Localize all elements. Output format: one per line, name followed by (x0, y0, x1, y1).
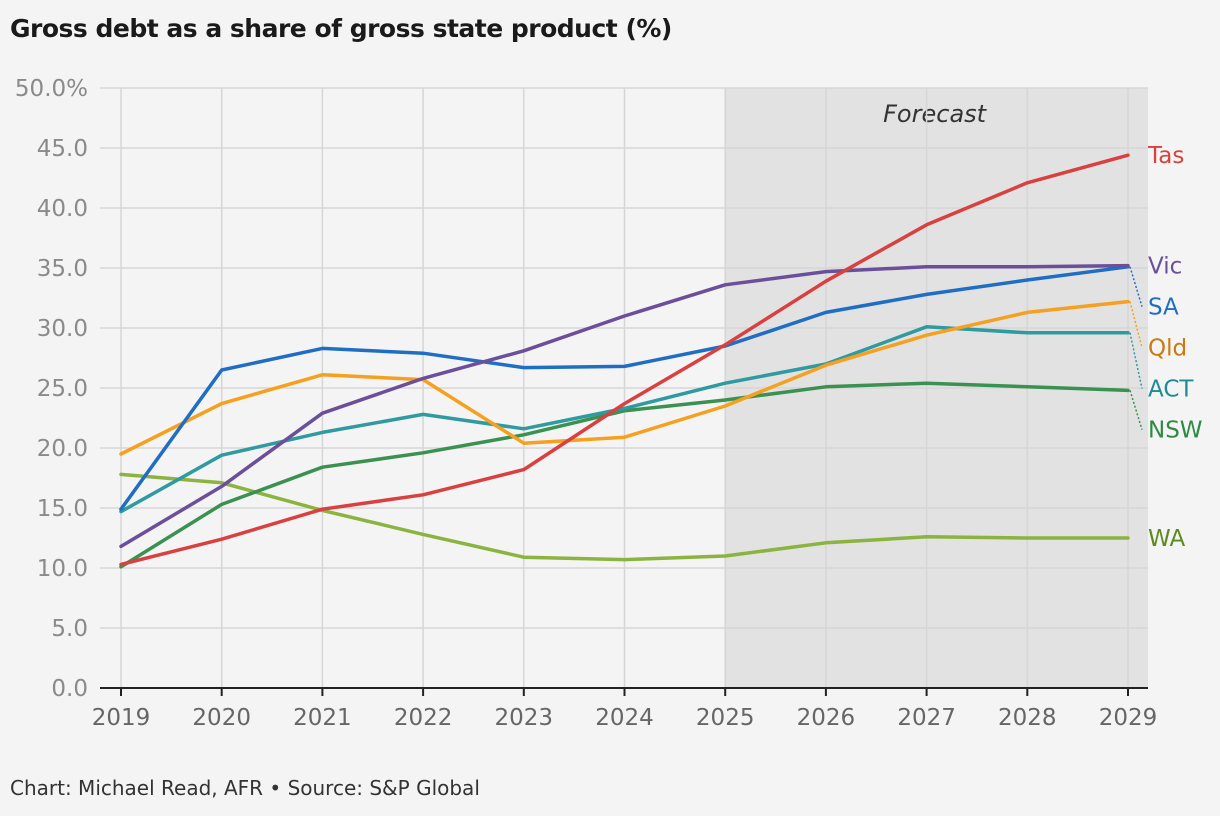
y-tick-label: 30.0 (37, 316, 88, 342)
series-label-nsw: NSW (1148, 418, 1203, 444)
series-line-nsw (119, 381, 1130, 569)
y-tick-label: 25.0 (37, 376, 88, 402)
forecast-label: Forecast (883, 100, 988, 128)
x-tick-label: 2029 (1099, 705, 1158, 731)
series-label-qld: Qld (1148, 336, 1187, 362)
x-tick-label: 2023 (495, 705, 554, 731)
y-tick-label: 5.0 (51, 616, 88, 642)
series-label-sa: SA (1148, 295, 1179, 321)
y-tick-label: 45.0 (37, 136, 88, 162)
x-tick-label: 2028 (998, 705, 1057, 731)
chart-source: Chart: Michael Read, AFR • Source: S&P G… (10, 776, 480, 800)
series-line-qld (119, 299, 1130, 456)
series-label-vic: Vic (1148, 254, 1182, 280)
y-tick-label: 40.0 (37, 196, 88, 222)
y-tick-label: 0.0 (51, 676, 88, 702)
series-line-tas (119, 153, 1130, 567)
y-tick-label: 20.0 (37, 436, 88, 462)
label-leader-act (1129, 332, 1143, 389)
label-leader-nsw (1129, 390, 1143, 430)
label-leader-sa (1129, 266, 1143, 307)
series-label-wa: WA (1148, 526, 1185, 552)
x-tick-label: 2027 (897, 705, 956, 731)
series-line-wa (119, 472, 1130, 562)
series-line-vic (119, 263, 1130, 549)
x-tick-label: 2025 (696, 705, 755, 731)
x-tick-label: 2019 (92, 705, 151, 731)
y-tick-label: 10.0 (37, 556, 88, 582)
y-tick-label: 15.0 (37, 496, 88, 522)
series-line-sa (119, 265, 1130, 511)
x-tick-label: 2020 (192, 705, 251, 731)
y-tick-label: 35.0 (37, 256, 88, 282)
series-label-tas: Tas (1147, 143, 1184, 169)
x-tick-label: 2026 (797, 705, 856, 731)
x-tick-label: 2022 (394, 705, 453, 731)
y-tick-label: 50.0% (15, 76, 88, 102)
chart-title: Gross debt as a share of gross state pro… (10, 14, 672, 43)
series-label-act: ACT (1148, 377, 1194, 403)
x-tick-label: 2024 (595, 705, 654, 731)
x-tick-label: 2021 (293, 705, 352, 731)
